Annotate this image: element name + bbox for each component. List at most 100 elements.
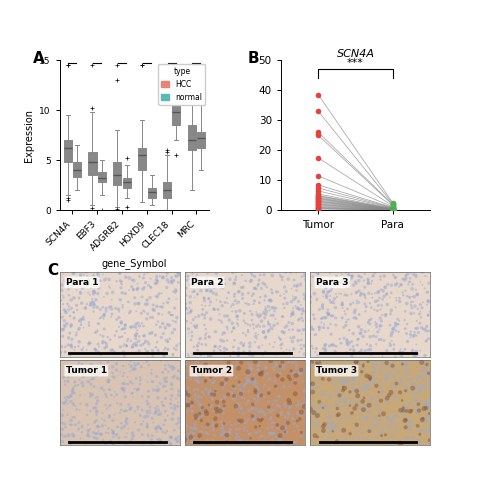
Point: [290, 345, 298, 353]
Point: [136, 380, 144, 388]
Point: [99, 339, 107, 347]
Point: [421, 370, 429, 378]
Point: [238, 417, 245, 425]
Point: [295, 306, 303, 314]
Point: [389, 204, 397, 212]
Point: [73, 286, 80, 294]
Point: [424, 297, 432, 305]
Point: [389, 205, 397, 213]
Point: [253, 428, 261, 436]
Point: [359, 434, 367, 442]
Point: [147, 409, 154, 417]
Point: [220, 420, 228, 428]
Point: [315, 359, 323, 367]
Point: [406, 425, 413, 433]
Point: [192, 425, 200, 433]
Point: [326, 292, 334, 300]
Point: [411, 328, 418, 336]
Point: [194, 431, 202, 439]
Point: [90, 271, 98, 279]
Point: [156, 424, 164, 432]
Point: [184, 392, 192, 400]
Point: [358, 273, 365, 281]
Point: [309, 344, 317, 352]
Point: [351, 419, 358, 427]
Point: [420, 326, 427, 334]
Point: [375, 388, 382, 396]
Point: [261, 437, 268, 445]
Point: [391, 352, 399, 360]
Point: [184, 408, 191, 416]
Point: [92, 296, 100, 304]
Point: [423, 300, 431, 308]
Point: [230, 392, 238, 400]
Point: [198, 412, 206, 420]
Point: [182, 374, 190, 382]
Point: [108, 416, 116, 424]
Point: [76, 324, 83, 332]
Point: [146, 403, 154, 411]
Point: [388, 420, 395, 428]
Point: [315, 184, 322, 192]
Point: [171, 372, 178, 380]
Point: [155, 386, 163, 394]
Point: [423, 336, 430, 344]
Point: [197, 403, 205, 411]
Point: [221, 429, 228, 437]
Point: [324, 438, 332, 446]
Point: [199, 440, 206, 448]
Point: [410, 395, 418, 403]
Point: [240, 341, 248, 349]
Point: [336, 404, 344, 411]
Point: [119, 372, 127, 380]
Point: [174, 398, 182, 406]
Point: [120, 362, 127, 370]
Point: [250, 300, 258, 308]
Point: [247, 364, 255, 372]
Point: [135, 426, 142, 434]
Point: [132, 329, 140, 337]
Point: [166, 308, 174, 316]
Point: [282, 402, 290, 410]
Point: [315, 200, 322, 208]
Point: [154, 318, 162, 326]
Point: [297, 432, 304, 440]
Point: [113, 360, 120, 368]
Text: Tumor 2: Tumor 2: [191, 366, 232, 375]
Point: [120, 387, 128, 395]
Point: [350, 281, 358, 289]
Point: [348, 352, 356, 360]
Point: [332, 321, 340, 329]
Point: [144, 378, 152, 386]
Point: [342, 322, 350, 330]
Point: [399, 405, 407, 413]
Point: [326, 393, 333, 401]
Point: [338, 376, 346, 384]
Point: [277, 342, 284, 349]
Point: [301, 394, 309, 402]
Point: [152, 279, 160, 287]
Point: [153, 436, 161, 444]
Point: [365, 420, 373, 428]
Point: [98, 409, 106, 417]
Point: [324, 438, 331, 446]
Point: [64, 300, 71, 308]
Point: [198, 394, 206, 402]
Point: [235, 433, 242, 441]
Point: [199, 423, 206, 431]
Point: [357, 330, 364, 338]
Point: [259, 342, 266, 349]
Point: [297, 282, 304, 290]
Point: [228, 328, 236, 336]
Point: [253, 334, 261, 342]
Point: [309, 380, 316, 388]
Point: [271, 338, 279, 346]
Point: [398, 350, 406, 358]
Point: [124, 298, 132, 306]
Point: [188, 288, 196, 296]
Point: [219, 284, 227, 292]
Point: [98, 312, 106, 320]
Point: [145, 361, 153, 369]
Point: [377, 424, 385, 432]
Point: [237, 386, 245, 394]
